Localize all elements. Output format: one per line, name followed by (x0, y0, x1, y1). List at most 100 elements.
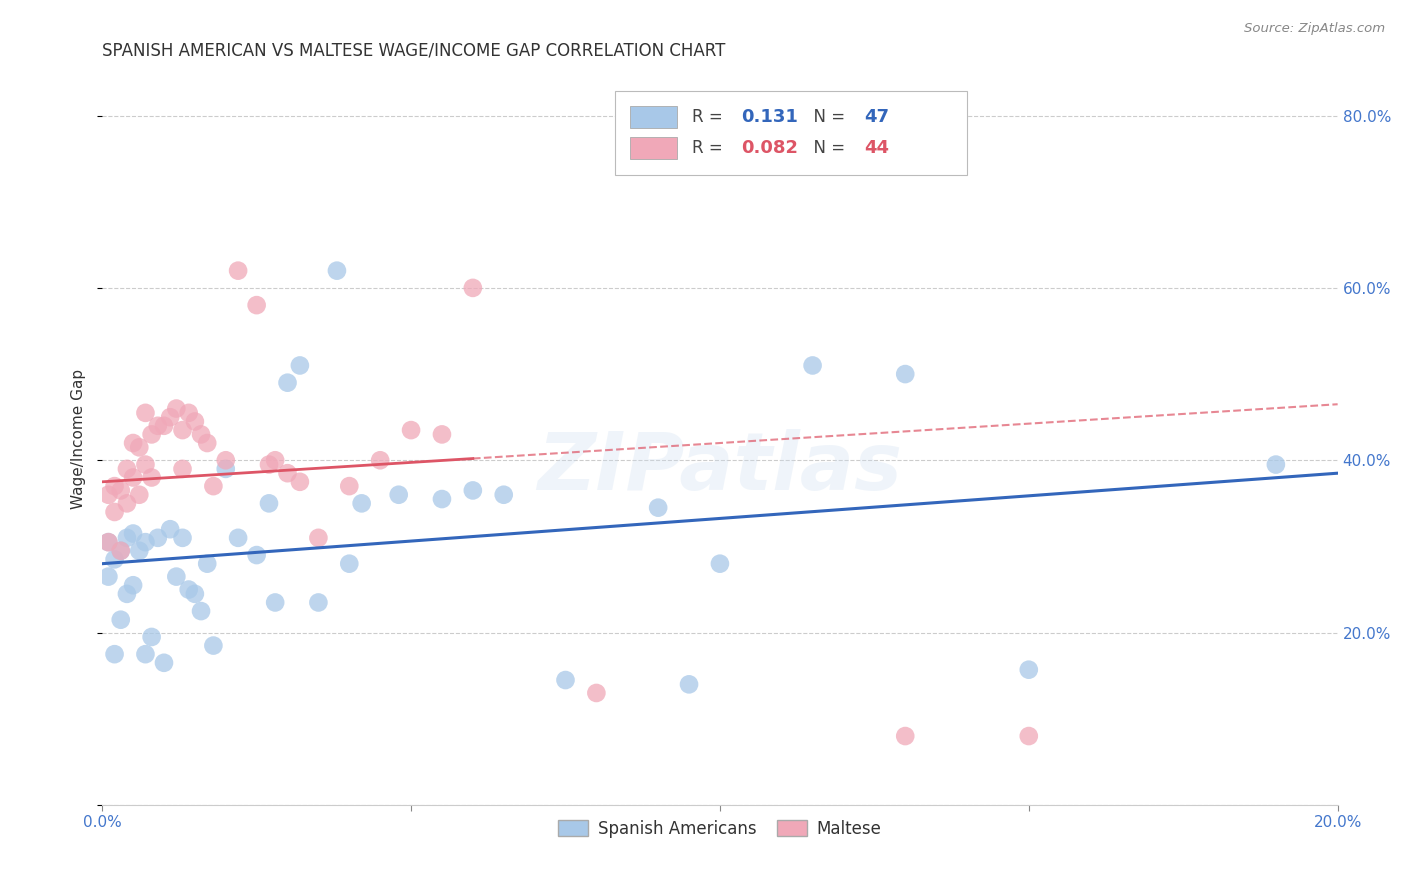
Y-axis label: Wage/Income Gap: Wage/Income Gap (72, 368, 86, 508)
Point (894, 367, 917, 381)
Point (159, 522, 181, 536)
Point (190, 604, 212, 618)
Point (337, 479, 360, 493)
Point (122, 526, 145, 541)
Point (307, 595, 329, 609)
Point (368, 453, 391, 467)
Point (894, 729, 917, 743)
Point (134, 535, 156, 549)
Point (103, 552, 125, 566)
Text: R =: R = (692, 139, 727, 157)
Point (1018, 663, 1040, 677)
Point (430, 427, 453, 442)
Point (115, 587, 138, 601)
Point (257, 496, 280, 510)
Point (215, 453, 238, 467)
Point (276, 466, 298, 480)
Point (226, 263, 249, 277)
Point (202, 479, 225, 493)
Point (647, 500, 669, 515)
Text: 44: 44 (865, 139, 890, 157)
Point (326, 263, 349, 277)
Point (184, 587, 207, 601)
Point (134, 647, 156, 661)
Point (146, 418, 169, 433)
Point (226, 531, 249, 545)
Point (1018, 729, 1040, 743)
Point (110, 483, 132, 498)
Point (134, 458, 156, 472)
Point (97, 535, 120, 549)
Point (264, 595, 287, 609)
Point (1264, 458, 1286, 472)
Point (585, 686, 607, 700)
Point (288, 359, 311, 373)
Point (801, 359, 824, 373)
Point (195, 436, 218, 450)
Point (153, 656, 176, 670)
Point (678, 677, 700, 691)
Point (110, 543, 132, 558)
Text: N =: N = (803, 139, 851, 157)
Point (307, 531, 329, 545)
Point (202, 639, 225, 653)
Point (128, 543, 150, 558)
Point (153, 418, 176, 433)
Point (128, 488, 150, 502)
Point (159, 410, 181, 425)
Point (97, 488, 120, 502)
Point (103, 505, 125, 519)
Point (276, 376, 298, 390)
Point (134, 406, 156, 420)
Point (257, 458, 280, 472)
Point (115, 496, 138, 510)
Point (115, 531, 138, 545)
Text: 0.131: 0.131 (741, 108, 797, 126)
Point (165, 569, 187, 583)
Text: ZIPatlas: ZIPatlas (537, 429, 903, 507)
Point (122, 436, 145, 450)
Point (554, 673, 576, 687)
Point (264, 453, 287, 467)
Point (165, 401, 187, 416)
Point (246, 298, 269, 312)
Point (141, 470, 163, 484)
Point (110, 543, 132, 558)
Point (350, 496, 373, 510)
Point (388, 488, 411, 502)
Point (146, 531, 169, 545)
Point (184, 415, 207, 429)
Point (141, 630, 163, 644)
Point (177, 582, 200, 597)
Point (122, 578, 145, 592)
Point (399, 423, 422, 437)
Point (110, 613, 132, 627)
Legend: Spanish Americans, Maltese: Spanish Americans, Maltese (551, 813, 889, 845)
Point (337, 557, 360, 571)
Point (215, 462, 238, 476)
Point (97, 535, 120, 549)
Point (103, 647, 125, 661)
Text: N =: N = (803, 108, 851, 126)
Point (141, 427, 163, 442)
Point (177, 406, 200, 420)
FancyBboxPatch shape (630, 136, 676, 159)
Point (103, 479, 125, 493)
Point (492, 488, 515, 502)
Point (430, 491, 453, 506)
FancyBboxPatch shape (630, 106, 676, 128)
Point (246, 548, 269, 562)
Point (461, 281, 484, 295)
Point (195, 557, 218, 571)
Point (461, 483, 484, 498)
Text: 0.082: 0.082 (741, 139, 799, 157)
Point (128, 440, 150, 454)
Point (97, 569, 120, 583)
Point (115, 462, 138, 476)
Point (172, 462, 194, 476)
Point (709, 557, 731, 571)
FancyBboxPatch shape (614, 91, 967, 175)
Point (122, 470, 145, 484)
Point (678, 117, 700, 131)
Point (190, 427, 212, 442)
